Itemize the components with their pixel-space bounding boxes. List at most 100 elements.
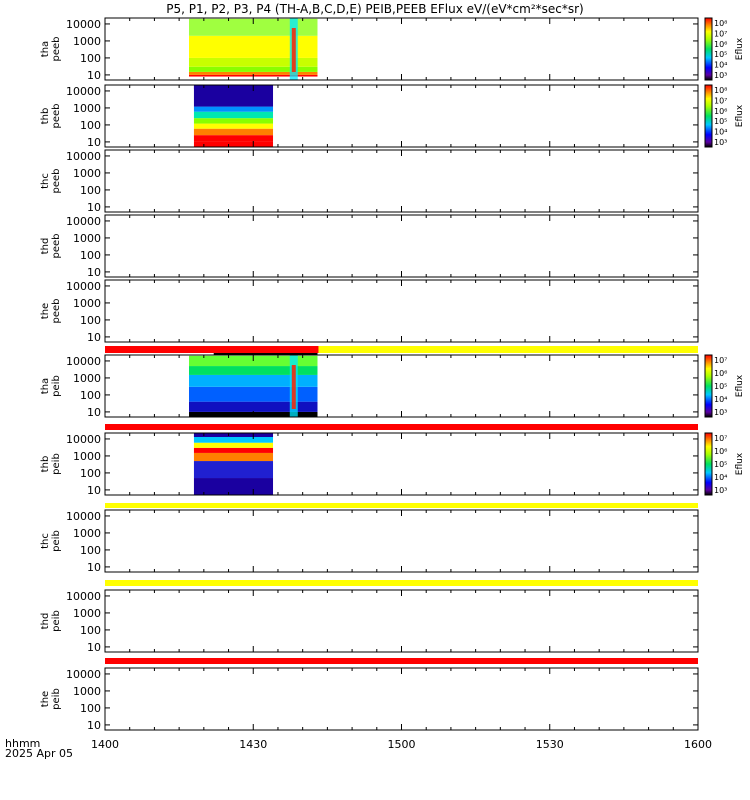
y-tick-label: 100 (80, 544, 101, 557)
band-5 (193, 111, 274, 119)
spectrogram-5 (189, 355, 318, 417)
panel-the-peeb: 10 100 1000 10000 the peeb (40, 279, 699, 344)
y-tick-label: 1000 (73, 685, 101, 698)
status-bar-0-1 (318, 346, 698, 353)
panel-label-probe: thd (40, 238, 51, 255)
panel-label-instrument: peeb (51, 169, 62, 194)
colorbar-tick-label: 10⁴ (714, 61, 727, 70)
panel-label-probe: tha (40, 41, 51, 57)
status-marker (213, 353, 318, 355)
panel-label-probe: thc (40, 533, 51, 549)
y-tick-label: 10 (87, 406, 101, 419)
y-tick-label: 1000 (73, 232, 101, 245)
y-tick-label: 10000 (66, 510, 101, 523)
spectrogram-1 (193, 85, 274, 147)
panel-label-instrument: peib (51, 375, 62, 397)
band-2 (193, 452, 274, 462)
colorbar-label: Eflux (735, 104, 745, 127)
y-tick-label: 10000 (66, 280, 101, 293)
status-bar-4-0 (105, 658, 698, 664)
colorbar-tick-label: 10⁷ (714, 96, 727, 105)
status-bar-2-0 (105, 503, 698, 508)
panel-label-probe: the (40, 691, 51, 707)
colorbar-tick-label: 10⁶ (714, 40, 727, 49)
y-tick-label: 10 (87, 641, 101, 654)
y-tick-label: 100 (80, 52, 101, 65)
colorbar-label: Eflux (735, 37, 745, 60)
colorbar-tick-label: 10⁵ (714, 117, 727, 126)
colorbar-label: Eflux (735, 374, 745, 397)
footer-hhmm: hhmm (5, 737, 40, 750)
band-0 (193, 141, 274, 147)
burst-red (291, 365, 296, 409)
y-tick-label: 1000 (73, 372, 101, 385)
y-tick-label: 10 (87, 561, 101, 574)
panel-background (105, 215, 698, 277)
y-tick-label: 10000 (66, 433, 101, 446)
colorbar-tick-label: 10⁴ (714, 473, 727, 482)
panel-label-instrument: peib (51, 688, 62, 710)
band-1 (193, 461, 274, 479)
y-tick-label: 10 (87, 69, 101, 82)
status-bar-0-0 (105, 346, 319, 353)
panel-background (105, 668, 698, 730)
spectrogram-0 (189, 18, 318, 80)
y-tick-label: 10 (87, 484, 101, 497)
y-tick-label: 10 (87, 331, 101, 344)
panel-label-instrument: peeb (51, 37, 62, 62)
panel-thd-peib: 10 100 1000 10000 thd peib (40, 589, 699, 654)
y-tick-label: 10 (87, 266, 101, 279)
band-3 (189, 57, 318, 67)
y-tick-label: 100 (80, 624, 101, 637)
panel-thc-peeb: 10 100 1000 10000 thc peeb (40, 149, 699, 214)
y-tick-label: 10 (87, 719, 101, 732)
band-3 (193, 447, 274, 453)
band-1 (189, 71, 318, 75)
panel-label-probe: tha (40, 378, 51, 394)
band-1 (193, 135, 274, 142)
colorbar-tick-label: 10⁵ (714, 50, 727, 59)
y-tick-label: 1000 (73, 167, 101, 180)
y-tick-label: 1000 (73, 297, 101, 310)
y-tick-label: 10 (87, 201, 101, 214)
colorbar-tick-label: 10⁷ (714, 434, 727, 443)
band-4 (193, 442, 274, 448)
panel-label-instrument: peib (51, 530, 62, 552)
y-tick-label: 100 (80, 314, 101, 327)
band-2 (189, 386, 318, 402)
x-tick-label: 1530 (536, 738, 564, 751)
band-4 (189, 35, 318, 58)
panel-the-peib: 10 100 1000 10000 the peib (40, 667, 699, 732)
top-edge (193, 85, 274, 89)
panel-tha-peib: 10 100 1000 10000 tha peib 10³ 10⁴ 10⁵ 10⁶ 10⁷ Eflu… (40, 354, 745, 419)
y-tick-label: 100 (80, 389, 101, 402)
band-3 (189, 374, 318, 387)
colorbar-tick-label: 10⁸ (714, 19, 727, 28)
top-edge (193, 433, 274, 437)
band-4 (189, 366, 318, 375)
panel-background (105, 150, 698, 212)
colorbar-ramp (704, 432, 713, 496)
band-2 (193, 128, 274, 136)
band-3 (193, 123, 274, 129)
colorbar-tick-label: 10⁶ (714, 447, 727, 456)
y-tick-label: 10000 (66, 85, 101, 98)
band-5 (193, 433, 274, 443)
colorbar-tick-label: 10³ (714, 408, 727, 417)
colorbar-tick-label: 10⁶ (714, 369, 727, 378)
band-6 (193, 106, 274, 112)
y-tick-label: 100 (80, 249, 101, 262)
y-tick-label: 10000 (66, 215, 101, 228)
y-tick-label: 1000 (73, 607, 101, 620)
y-tick-label: 10000 (66, 18, 101, 31)
colorbar-tick-label: 10⁷ (714, 356, 727, 365)
colorbar-tick-label: 10⁴ (714, 395, 727, 404)
panel-label-probe: thb (40, 108, 51, 125)
y-tick-label: 100 (80, 184, 101, 197)
panel-background (105, 590, 698, 652)
